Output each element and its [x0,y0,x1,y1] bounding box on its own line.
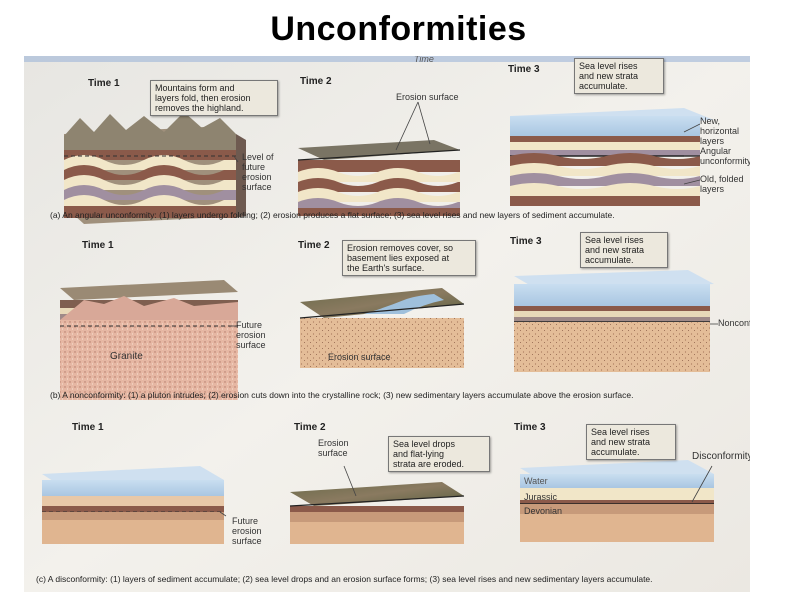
a-time2: Time 2 [300,76,332,87]
slide-title: Unconformities [270,10,527,48]
b-callout3: Sea level rises and new strata accumulat… [580,232,668,268]
a-label-old: Old, folded layers [700,174,744,194]
c-label-future: Future erosion surface [232,516,262,546]
block-c1 [42,466,224,544]
c-caption: (c) A disconformity: (1) layers of sedim… [36,574,653,584]
c-label-erosion: Erosion surface [318,438,349,458]
a-callout3: Sea level rises and new strata accumulat… [574,58,664,94]
b-label-granite: Granite [110,351,143,362]
c-label-jurassic: Jurassic [524,492,558,502]
block-c2 [289,482,465,544]
diagram-illustration [24,56,750,592]
block-a2 [297,140,461,216]
b-callout2: Erosion removes cover, so basement lies … [342,240,476,276]
block-b3 [514,270,714,372]
a-caption: (a) An angular unconformity: (1) layers … [50,210,615,220]
c-callout3: Sea level rises and new strata accumulat… [586,424,676,460]
a-label-angular: Angular unconformity [700,146,750,166]
header-word: Time [414,56,434,64]
block-c3 [520,460,714,542]
textbook-photo: Time Time 1 Time 2 Time 3 Mountains form… [24,56,750,592]
b-label-future: Future erosion surface [236,320,266,350]
block-b1 [60,280,238,400]
c-time1: Time 1 [72,422,104,433]
b-time2: Time 2 [298,240,330,251]
c-time2: Time 2 [294,422,326,433]
block-b2 [299,288,465,368]
a-time3: Time 3 [508,64,540,75]
b-label-noncon: Nonconformity [718,318,750,328]
a-time1: Time 1 [88,78,120,89]
c-time3: Time 3 [514,422,546,433]
a-label-new: New, horizontal layers [700,116,740,146]
b-time1: Time 1 [82,240,114,251]
b-caption: (b) A nonconformity: (1) a pluton intrud… [50,390,634,400]
b-time3: Time 3 [510,236,542,247]
c-label-discon: Disconformity [692,451,750,462]
block-a1 [64,112,246,224]
c-label-water: Water [524,476,548,486]
c-callout2: Sea level drops and flat-lying strata ar… [388,436,490,472]
block-a3 [510,108,714,206]
b-label-erosion: Erosion surface [328,352,391,362]
a-callout1: Mountains form and layers fold, then ero… [150,80,278,116]
c-label-devonian: Devonian [524,506,563,516]
a-label-future: Level of future erosion surface [242,152,274,192]
a-label-erosion: Erosion surface [396,92,459,102]
